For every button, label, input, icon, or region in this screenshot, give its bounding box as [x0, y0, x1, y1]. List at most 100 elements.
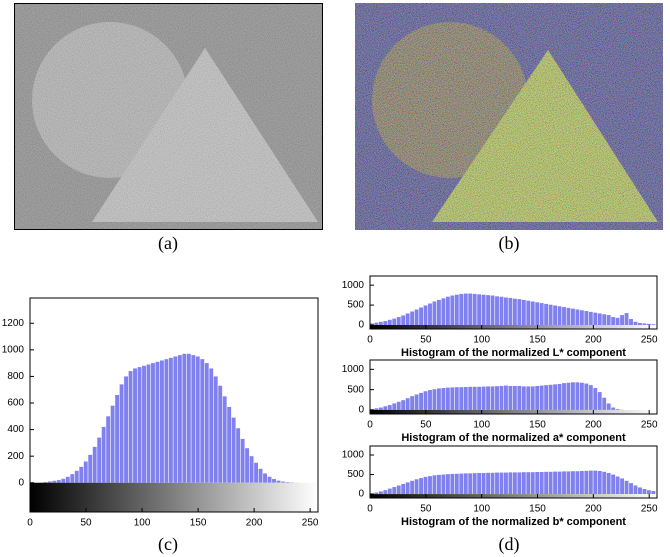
bar [544, 385, 549, 410]
bar [535, 385, 540, 410]
y-tick-label: 1000 [342, 364, 365, 375]
image-b [355, 3, 663, 230]
bar [155, 361, 160, 483]
y-tick-label: 500 [347, 469, 364, 480]
bar [231, 417, 236, 483]
bar [486, 295, 491, 326]
bar [209, 368, 214, 483]
bar [267, 476, 272, 483]
bar [128, 371, 133, 483]
bar [562, 307, 566, 326]
bar [584, 383, 589, 410]
bar [606, 315, 611, 326]
bar [651, 490, 656, 495]
bar [218, 385, 223, 483]
bar [200, 359, 205, 483]
colorbar [370, 494, 657, 498]
bar [606, 472, 611, 495]
bar [374, 408, 379, 410]
bar [392, 487, 397, 495]
bar [588, 311, 593, 326]
bar [459, 387, 464, 410]
bar [133, 368, 137, 483]
bar [544, 471, 549, 495]
bar [620, 478, 625, 495]
bar [450, 473, 455, 495]
bar [392, 403, 397, 410]
x-tick-label: 50 [420, 335, 432, 346]
bar [463, 293, 468, 326]
bar [83, 461, 88, 483]
bar [481, 386, 486, 410]
y-tick-label: 1000 [2, 344, 25, 355]
bar [468, 473, 473, 495]
bar [454, 473, 459, 495]
bar [548, 384, 553, 410]
chart-title: Histogram of the normalized a* component [401, 432, 626, 444]
bar [517, 472, 522, 495]
bar [638, 487, 642, 495]
bar [553, 305, 558, 326]
bar [486, 386, 491, 410]
bar [281, 481, 285, 483]
bar [597, 313, 602, 326]
bar [584, 470, 589, 495]
bar [450, 387, 455, 410]
bar [106, 416, 111, 483]
caption: (a) [158, 233, 178, 254]
bar [553, 384, 558, 410]
bar [597, 392, 602, 410]
bar [240, 438, 245, 483]
bar [579, 382, 584, 410]
bar [562, 471, 566, 495]
bar [177, 355, 182, 483]
bar [168, 357, 173, 483]
x-tick-label: 150 [529, 420, 546, 431]
bar [401, 315, 406, 326]
bar [437, 299, 441, 326]
bar [512, 472, 517, 495]
bar [414, 479, 419, 495]
bar [423, 476, 428, 495]
bar [419, 307, 424, 326]
y-tick-label: 600 [7, 398, 24, 409]
bar [512, 385, 517, 410]
bar [526, 300, 531, 326]
bar [495, 386, 499, 410]
bar [553, 471, 558, 495]
bar [521, 299, 526, 326]
bar [566, 307, 571, 326]
bar [396, 317, 401, 326]
bar [530, 386, 535, 410]
y-tick-label: 200 [7, 451, 24, 462]
y-tick-label: 0 [18, 477, 24, 488]
bar [539, 303, 544, 326]
bar [414, 394, 419, 410]
bar [173, 356, 178, 483]
y-tick-label: 1000 [342, 280, 365, 291]
x-tick-label: 250 [302, 518, 319, 529]
bar [142, 365, 146, 483]
bar [468, 293, 473, 326]
bar [597, 471, 602, 495]
bar [468, 386, 473, 410]
bar [276, 480, 281, 483]
bar [504, 385, 508, 410]
bar [272, 479, 276, 483]
x-tick-label: 100 [134, 518, 151, 529]
bar [378, 407, 383, 410]
bar [370, 323, 374, 326]
bar [459, 473, 464, 495]
bar [575, 471, 580, 495]
bar [477, 472, 482, 495]
bar [405, 313, 410, 326]
bar [499, 296, 504, 326]
bar [450, 295, 455, 326]
y-tick-label: 500 [347, 384, 364, 395]
bar [615, 409, 620, 410]
bar [602, 314, 607, 326]
bar [186, 353, 191, 483]
bar [383, 321, 388, 326]
bar [414, 309, 419, 326]
bar [646, 323, 651, 326]
